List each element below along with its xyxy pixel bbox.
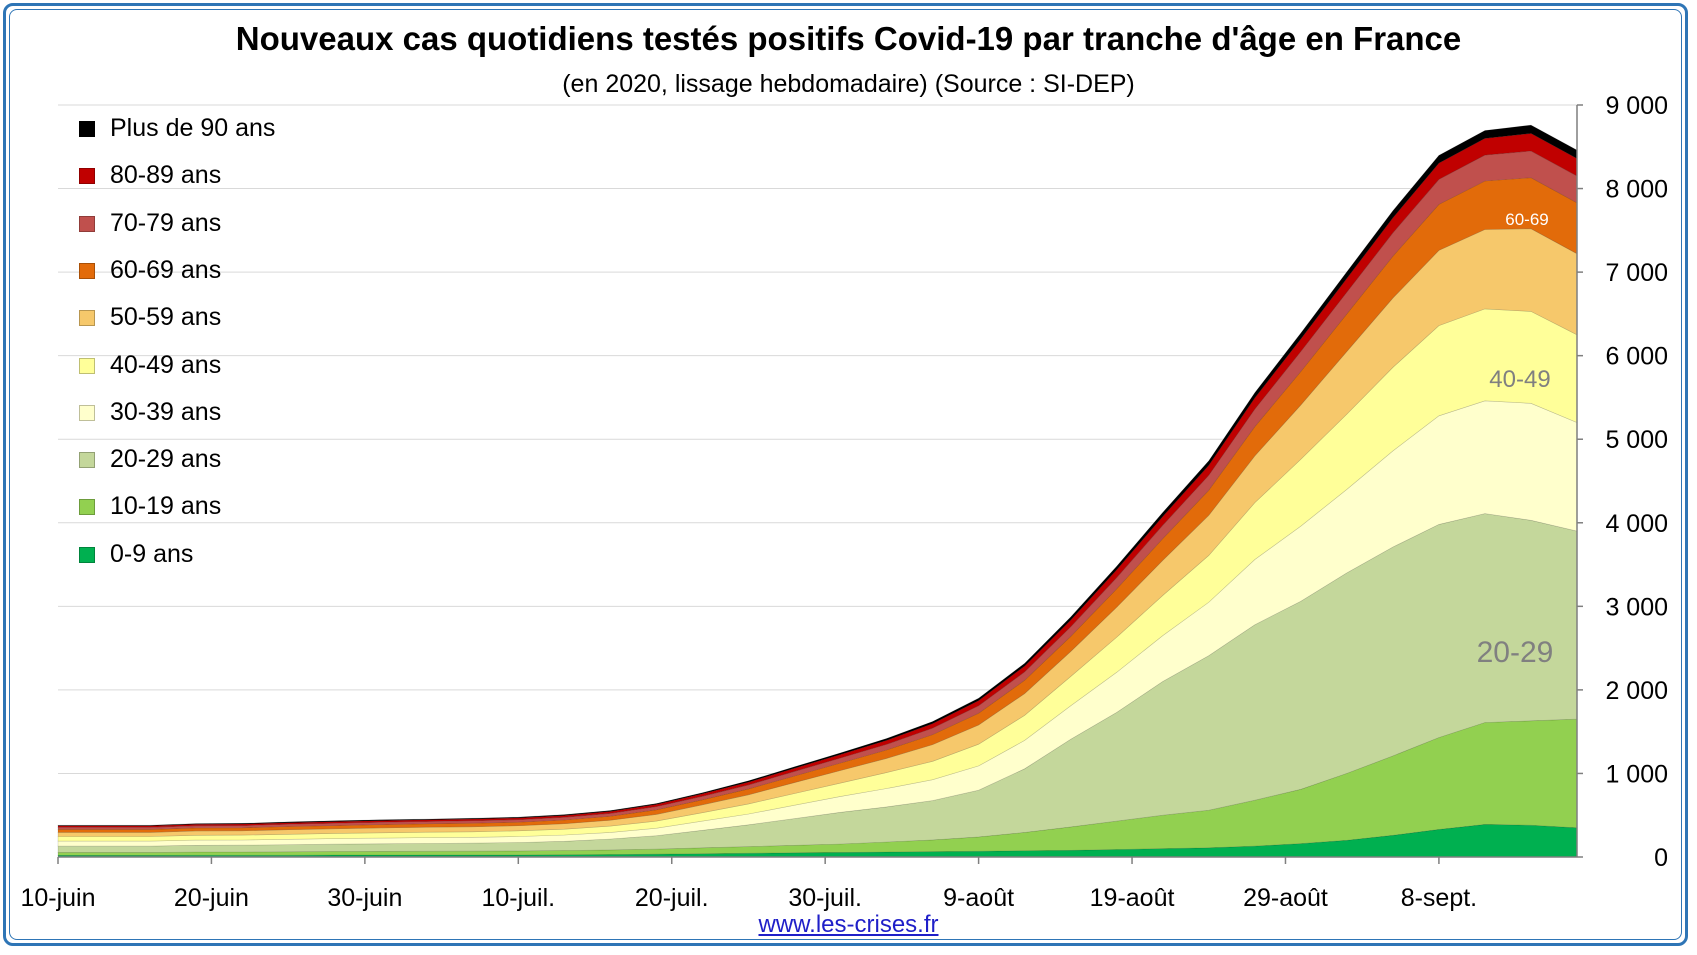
legend-item: 10-19 ans xyxy=(79,491,339,521)
x-tick-label: 10-juin xyxy=(20,884,95,912)
chart-subtitle: (en 2020, lissage hebdomadaire) (Source … xyxy=(562,70,1135,98)
legend-label: 80-89 ans xyxy=(110,161,222,190)
legend-label: 10-19 ans xyxy=(110,492,222,521)
legend-label: 30-39 ans xyxy=(110,397,222,426)
x-tick-label: 19-août xyxy=(1090,884,1175,912)
y-tick-label: 6 000 xyxy=(1605,343,1668,371)
legend-swatch xyxy=(79,262,95,279)
y-tick-label: 7 000 xyxy=(1605,259,1668,287)
legend-label: 20-29 ans xyxy=(110,445,222,474)
x-tick-label: 30-juil. xyxy=(788,884,862,912)
x-tick-label: 29-août xyxy=(1243,884,1328,912)
legend-swatch xyxy=(79,168,95,185)
legend-item: 0-9 ans xyxy=(79,539,339,569)
y-tick-label: 5 000 xyxy=(1605,426,1668,454)
x-tick-label: 8-sept. xyxy=(1401,884,1477,912)
x-tick-label: 10-juil. xyxy=(481,884,555,912)
legend-swatch xyxy=(79,404,95,421)
y-tick-label: 2 000 xyxy=(1605,677,1668,705)
legend-item: 80-89 ans xyxy=(79,160,339,190)
y-tick-label: 9 000 xyxy=(1605,92,1668,120)
annotation-label: 20-29 xyxy=(1477,636,1554,669)
x-tick-label: 30-juin xyxy=(327,884,402,912)
source-link[interactable]: www.les-crises.fr xyxy=(758,911,939,938)
y-tick-label: 8 000 xyxy=(1605,176,1668,204)
legend-swatch xyxy=(79,357,95,374)
legend-item: 60-69 ans xyxy=(79,255,339,285)
legend-item: Plus de 90 ans xyxy=(79,113,339,143)
legend-label: 40-49 ans xyxy=(110,350,222,379)
legend-label: 0-9 ans xyxy=(110,539,194,568)
legend-label: Plus de 90 ans xyxy=(110,114,276,142)
y-tick-label: 0 xyxy=(1654,844,1668,872)
x-tick-label: 9-août xyxy=(943,884,1014,912)
chart-frame-inner xyxy=(9,9,1682,940)
legend-swatch xyxy=(79,121,95,137)
x-tick-label: 20-juin xyxy=(174,884,249,912)
x-tick-label: 20-juil. xyxy=(635,884,709,912)
legend-item: 70-79 ans xyxy=(79,208,339,238)
y-tick-label: 4 000 xyxy=(1605,510,1668,538)
legend-swatch xyxy=(79,452,95,469)
annotation-label: 60-69 xyxy=(1505,210,1548,229)
legend-label: 70-79 ans xyxy=(110,208,222,237)
legend-swatch xyxy=(79,215,95,232)
annotation-label: 40-49 xyxy=(1489,366,1550,393)
legend-item: 40-49 ans xyxy=(79,350,339,380)
legend-label: 60-69 ans xyxy=(110,255,222,284)
legend-item: 50-59 ans xyxy=(79,302,339,332)
legend-item: 20-29 ans xyxy=(79,444,339,474)
y-tick-label: 3 000 xyxy=(1605,593,1668,621)
legend-swatch xyxy=(79,310,95,327)
legend-swatch xyxy=(79,499,95,516)
legend-label: 50-59 ans xyxy=(110,303,222,332)
y-tick-label: 1 000 xyxy=(1605,760,1668,788)
legend-item: 30-39 ans xyxy=(79,397,339,427)
legend-swatch xyxy=(79,546,95,563)
chart-title: Nouveaux cas quotidiens testés positifs … xyxy=(235,20,1462,57)
